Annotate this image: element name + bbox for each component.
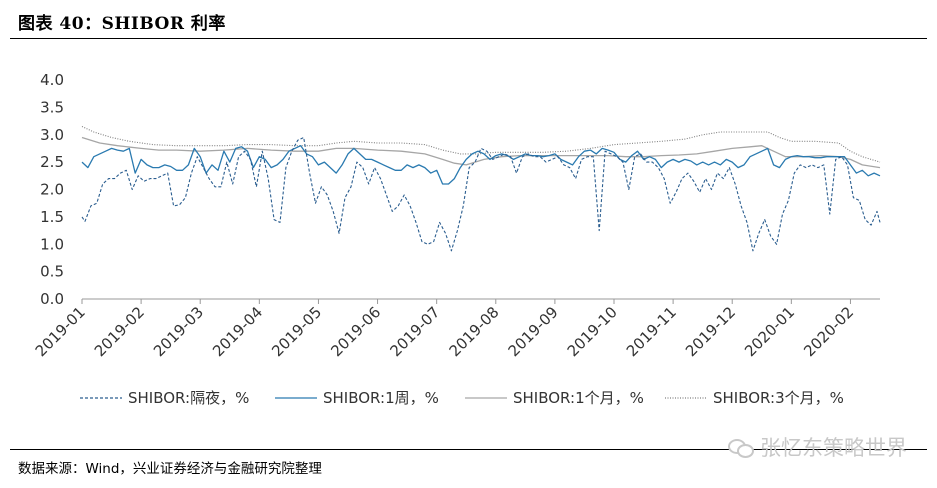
wechat-icon <box>728 437 754 458</box>
watermark-text: 张忆东策略世界 <box>760 436 907 460</box>
bottom-rule <box>10 449 927 450</box>
watermark: 张忆东策略世界 <box>728 432 907 462</box>
legend-label-0: SHIBOR:隔夜，% <box>128 389 249 407</box>
y-tick-label: 3.0 <box>40 126 64 144</box>
chart-title: 图表 40：SHIBOR 利率 <box>18 14 226 34</box>
legend-label-3: SHIBOR:3个月，% <box>713 389 844 407</box>
y-tick-label: 2.5 <box>40 153 64 171</box>
y-tick-label: 1.0 <box>40 235 64 253</box>
x-tick-label: 2019-07 <box>386 303 443 360</box>
series-line-1 <box>81 145 881 185</box>
legend-label-2: SHIBOR:1个月，% <box>513 389 644 407</box>
x-tick-label: 2019-12 <box>682 303 739 360</box>
x-tick-label: 2019-11 <box>623 303 680 360</box>
y-tick-label: 2.0 <box>40 181 64 199</box>
y-tick-label: 0.5 <box>40 263 64 281</box>
y-tick-label: 0.0 <box>40 290 64 308</box>
x-tick-label: 2019-02 <box>91 303 148 360</box>
y-tick-label: 1.5 <box>40 208 64 226</box>
series-line-0 <box>81 136 881 252</box>
x-tick-label: 2019-05 <box>268 303 325 360</box>
series-lines <box>81 126 881 252</box>
y-tick-label: 4.0 <box>40 71 64 89</box>
x-axis: 2019-01 2019-02 2019-03 2019-04 2019-05 2019-… <box>32 298 880 360</box>
x-tick-label: 2019-04 <box>209 303 266 360</box>
source-note: 数据来源：Wind，兴业证券经济与金融研究院整理 <box>18 461 322 477</box>
legend-label-1: SHIBOR:1周，% <box>323 389 439 407</box>
x-tick-label: 2020-01 <box>741 303 798 360</box>
x-tick-label: 2020-02 <box>800 303 857 360</box>
series-line-2 <box>81 136 881 169</box>
x-tick-label: 2019-10 <box>564 303 621 360</box>
x-tick-label: 2019-09 <box>505 303 562 360</box>
top-rule <box>10 38 927 39</box>
y-tick-label: 3.5 <box>40 98 64 116</box>
x-tick-label: 2019-06 <box>327 303 384 360</box>
x-tick-label: 2019-01 <box>32 303 89 360</box>
series-line-3 <box>81 126 881 163</box>
legend: SHIBOR:隔夜，% SHIBOR:1周，% SHIBOR:1个月，% SHIBOR… <box>80 389 844 407</box>
x-tick-label: 2019-08 <box>446 303 503 360</box>
x-tick-label: 2019-03 <box>150 303 207 360</box>
y-axis: 0.0 0.5 1.0 1.5 2.0 2.5 3.0 3.5 4.0 <box>40 71 64 308</box>
